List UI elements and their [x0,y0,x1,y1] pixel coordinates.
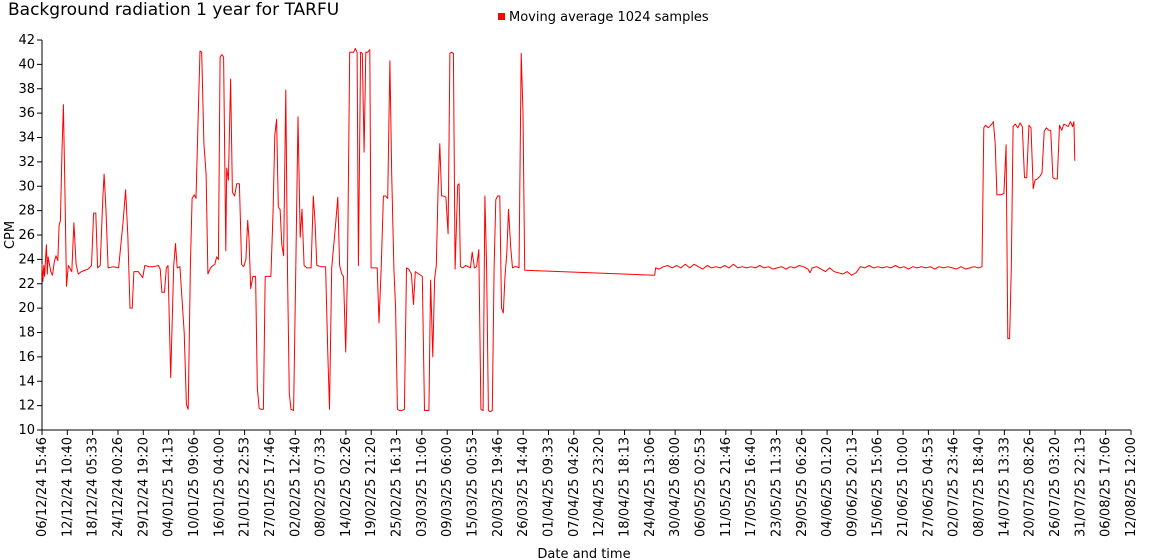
x-tick-label: 08/02/25 07:33 [314,437,329,537]
x-tick-label: 27/06/25 04:53 [921,437,936,537]
x-tick-label: 20/07/25 08:26 [1023,437,1038,537]
x-tick-label: 15/06/25 15:06 [871,437,886,537]
x-tick-label: 04/01/25 14:13 [162,437,177,537]
y-tick-label: 10 [18,423,35,438]
y-tick-label: 40 [18,57,35,72]
x-tick-label: 31/07/25 22:13 [1073,437,1088,537]
x-tick-label: 26/07/25 03:20 [1048,437,1063,537]
y-tick-label: 32 [18,155,35,170]
x-tick-label: 14/02/25 02:26 [339,437,354,537]
x-tick-label: 24/12/24 00:26 [111,437,126,537]
x-tick-label: 06/12/24 15:46 [35,437,50,537]
series-line [41,48,1076,413]
x-tick-label: 02/07/25 23:46 [947,437,962,537]
x-tick-label: 30/04/25 08:00 [668,437,683,537]
x-tick-label: 06/08/25 17:06 [1099,437,1114,537]
y-tick-label: 28 [18,204,35,219]
x-tick-label: 23/05/25 11:33 [769,437,784,537]
x-tick-label: 18/12/24 05:33 [86,437,101,537]
x-tick-label: 07/04/25 04:26 [567,437,582,537]
legend: Moving average 1024 samples [498,10,709,25]
x-axis: 06/12/24 15:46 12/12/24 10:40 18/12/24 05:… [35,429,1139,537]
x-tick-label: 26/03/25 14:40 [516,437,531,537]
y-tick-label: 18 [18,326,35,341]
y-tick-label: 34 [18,131,35,146]
y-tick-label: 38 [18,82,35,97]
chart-title: Background radiation 1 year for TARFU [8,0,340,20]
x-tick-label: 17/05/25 16:40 [744,437,759,537]
x-tick-label: 29/12/24 19:20 [136,437,151,537]
x-tick-label: 01/04/25 09:33 [542,437,557,537]
x-tick-label: 12/08/25 12:00 [1124,437,1139,537]
legend-swatch [498,13,505,20]
x-tick-label: 03/03/25 11:06 [415,437,430,537]
y-tick-label: 14 [18,374,35,389]
x-tick-label: 20/03/25 19:46 [491,437,506,537]
y-tick-label: 12 [18,399,35,414]
series-group [41,48,1076,413]
x-tick-label: 16/01/25 04:00 [212,437,227,537]
x-tick-label: 12/04/25 23:20 [592,437,607,537]
x-tick-label: 29/05/25 06:26 [795,437,810,537]
x-axis-label: Date and time [537,547,630,560]
x-tick-label: 09/03/25 06:00 [440,437,455,537]
x-tick-label: 21/01/25 22:53 [238,437,253,537]
x-tick-label: 02/02/25 12:40 [288,437,303,537]
x-tick-label: 21/06/25 10:00 [896,437,911,537]
x-tick-label: 09/06/25 20:13 [845,437,860,537]
x-tick-label: 24/04/25 13:06 [643,437,658,537]
x-tick-label: 12/12/24 10:40 [60,437,75,537]
x-tick-label: 04/06/25 01:20 [820,437,835,537]
y-tick-label: 22 [18,277,35,292]
y-axis-label: CPM [3,221,18,249]
y-tick-label: 24 [18,252,35,267]
legend-label: Moving average 1024 samples [509,10,709,25]
y-tick-label: 42 [18,33,35,48]
y-tick-label: 26 [18,228,35,243]
x-tick-label: 08/07/25 18:40 [972,437,987,537]
x-tick-label: 25/02/25 16:13 [390,437,405,537]
x-tick-label: 14/07/25 13:33 [997,437,1012,537]
y-tick-label: 36 [18,106,35,121]
y-tick-label: 30 [18,179,35,194]
y-tick-label: 20 [18,301,35,316]
x-tick-label: 11/05/25 21:46 [719,437,734,537]
x-tick-label: 19/02/25 21:20 [364,437,379,537]
y-tick-label: 16 [18,350,35,365]
x-tick-label: 27/01/25 17:46 [263,437,278,537]
x-tick-label: 06/05/25 02:53 [693,437,708,537]
x-tick-label: 10/01/25 09:06 [187,437,202,537]
y-axis: 10 12 14 16 18 20 22 24 26 28 30 32 34 36 38 40 42 [18,33,43,438]
x-tick-label: 18/04/25 18:13 [617,437,632,537]
x-tick-label: 15/03/25 00:53 [466,437,481,537]
